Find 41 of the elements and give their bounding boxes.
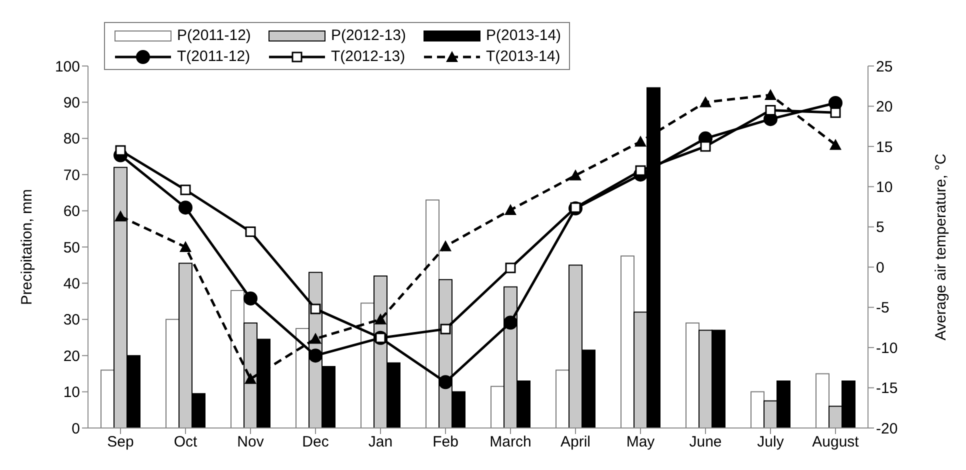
- x-tick-label: March: [490, 434, 532, 451]
- y2-tick-label: 5: [876, 219, 884, 236]
- x-tick-label: Nov: [237, 434, 264, 451]
- x-tick-label: June: [689, 434, 722, 451]
- y-tick-label: 30: [63, 312, 80, 329]
- y2-tick-label: -5: [876, 300, 890, 317]
- x-tick-label: Feb: [432, 434, 458, 451]
- y-tick-label: 100: [54, 58, 80, 76]
- y-tick-label: 90: [63, 94, 80, 112]
- legend-label: T(2011-12): [177, 48, 250, 65]
- y-tick-label: 80: [63, 130, 80, 148]
- y2-tick-label: -15: [876, 380, 898, 398]
- x-tick-label: April: [560, 434, 591, 451]
- y2-tick-label: 0: [876, 259, 884, 276]
- y-tick-label: 0: [72, 420, 80, 438]
- x-tick-label: July: [757, 434, 784, 451]
- x-tick-label: Jan: [368, 434, 393, 451]
- y-tick-label: 50: [63, 239, 80, 256]
- x-tick-label: August: [812, 434, 860, 451]
- y-tick-label: 70: [63, 166, 80, 184]
- y-tick-label: 10: [63, 384, 80, 402]
- y2-axis-title: Average air temperature, °C: [932, 154, 950, 340]
- y2-tick-label: 25: [876, 58, 893, 76]
- y-tick-label: 40: [63, 276, 80, 293]
- legend-label: T(2012-13): [330, 48, 406, 65]
- x-tick-label: Dec: [302, 434, 330, 451]
- legend-label: P(2011-12): [177, 27, 251, 44]
- x-tick-label: Oct: [174, 434, 198, 451]
- legend-label: P(2012-13): [330, 27, 406, 44]
- x-tick-label: May: [626, 434, 656, 451]
- legend-label: P(2013-14): [486, 27, 562, 44]
- y2-tick-label: 10: [876, 178, 893, 196]
- y-axis-title: Precipitation, mm: [18, 189, 36, 305]
- y2-tick-label: -20: [876, 420, 898, 438]
- y2-tick-label: 20: [876, 98, 893, 116]
- y-tick-label: 20: [63, 348, 80, 365]
- legend-label: T(2013-14): [486, 48, 560, 65]
- x-tick-label: Sep: [107, 434, 134, 451]
- y2-tick-label: 15: [876, 138, 893, 156]
- y-tick-label: 60: [63, 203, 80, 220]
- y2-tick-label: -10: [876, 340, 898, 357]
